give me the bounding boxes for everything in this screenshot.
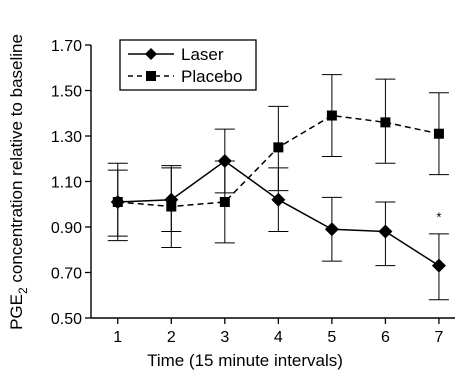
annotations: *	[436, 209, 441, 224]
y-tick-label: 1.30	[51, 129, 82, 146]
x-axis-title: Time (15 minute intervals)	[147, 351, 343, 370]
error-bars	[108, 75, 449, 300]
legend-label-laser: Laser	[181, 45, 224, 64]
data-point-laser	[271, 193, 285, 207]
y-axis-title: PGE2 concentration relative to baseline	[7, 34, 30, 330]
x-tick-label: 6	[381, 329, 390, 346]
x-tick-label: 1	[113, 329, 122, 346]
data-point-placebo	[220, 197, 230, 207]
data-point-placebo	[273, 142, 283, 152]
x-tick-label: 7	[434, 329, 443, 346]
y-tick-label: 1.50	[51, 84, 82, 101]
y-axis-title-prefix: PGE	[7, 294, 26, 330]
data-point-laser	[432, 259, 446, 273]
legend-marker-placebo	[146, 71, 156, 81]
data-point-placebo	[166, 202, 176, 212]
data-point-placebo	[380, 117, 390, 127]
x-tick-label: 3	[220, 329, 229, 346]
y-tick-label: 1.10	[51, 175, 82, 192]
data-point-laser	[218, 154, 232, 168]
y-tick-label: 0.50	[51, 311, 82, 328]
y-tick-label: 0.90	[51, 220, 82, 237]
data-point-laser	[325, 222, 339, 236]
y-tick-label: 0.70	[51, 266, 82, 283]
x-tick-label: 4	[274, 329, 283, 346]
y-axis-title-suffix: concentration relative to baseline	[7, 34, 26, 287]
data-point-placebo	[327, 111, 337, 121]
y-tick-label: 1.70	[51, 38, 82, 55]
data-point-placebo	[434, 129, 444, 139]
data-point-laser	[378, 225, 392, 239]
legend-label-placebo: Placebo	[181, 67, 242, 86]
x-tick-label: 2	[167, 329, 176, 346]
data-point-placebo	[113, 197, 123, 207]
significance-annotation: *	[436, 209, 441, 224]
x-tick-label: 5	[327, 329, 336, 346]
legend: Laser Placebo	[120, 40, 256, 90]
